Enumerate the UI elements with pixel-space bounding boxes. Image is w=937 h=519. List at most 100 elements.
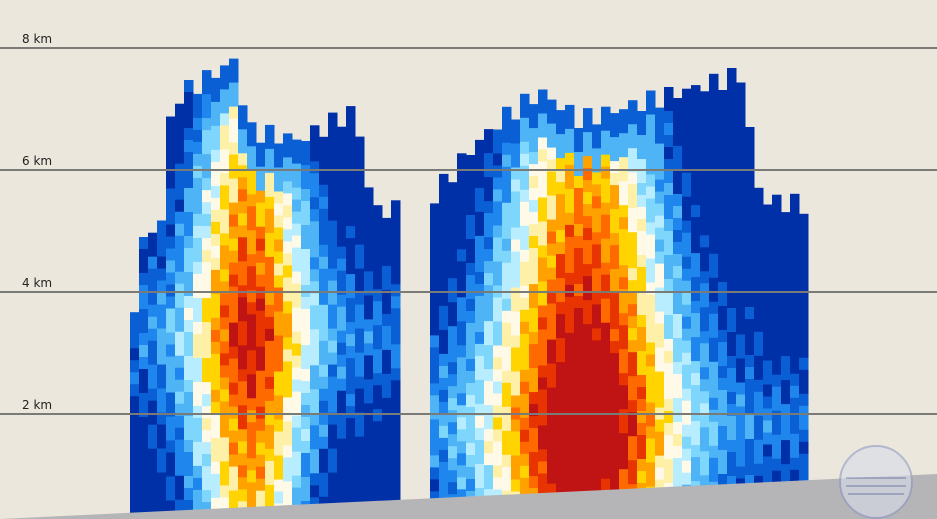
reflectivity-cell xyxy=(283,421,293,434)
reflectivity-cell xyxy=(265,449,275,462)
reflectivity-cell xyxy=(175,320,185,333)
reflectivity-cell xyxy=(466,299,476,312)
reflectivity-cell xyxy=(790,278,800,291)
reflectivity-cell xyxy=(148,269,158,282)
reflectivity-cell xyxy=(529,452,539,465)
reflectivity-cell xyxy=(475,200,485,213)
reflectivity-cell xyxy=(229,155,239,168)
reflectivity-cell xyxy=(709,326,719,339)
reflectivity-cell xyxy=(772,315,782,328)
reflectivity-cell xyxy=(328,401,338,414)
reflectivity-cell xyxy=(484,309,494,322)
reflectivity-cell xyxy=(310,461,320,474)
reflectivity-cell xyxy=(754,224,764,237)
reflectivity-cell xyxy=(139,465,149,478)
reflectivity-cell xyxy=(772,423,782,436)
reflectivity-cell xyxy=(301,393,311,406)
reflectivity-cell xyxy=(583,468,593,481)
reflectivity-cell xyxy=(130,468,140,481)
reflectivity-cell xyxy=(265,209,275,222)
reflectivity-cell xyxy=(301,429,311,442)
reflectivity-cell xyxy=(700,187,710,200)
reflectivity-cell xyxy=(511,360,521,373)
reflectivity-cell xyxy=(283,445,293,458)
reflectivity-cell xyxy=(700,451,710,464)
reflectivity-cell xyxy=(328,485,338,498)
reflectivity-cell xyxy=(229,419,239,432)
reflectivity-cell xyxy=(565,333,575,346)
reflectivity-cell xyxy=(310,353,320,366)
reflectivity-cell xyxy=(274,468,284,481)
reflectivity-cell xyxy=(310,425,320,438)
reflectivity-cell xyxy=(772,255,782,268)
reflectivity-cell xyxy=(745,319,755,332)
reflectivity-cell xyxy=(229,107,239,120)
reflectivity-cell xyxy=(646,151,656,164)
reflectivity-cell xyxy=(628,220,638,233)
reflectivity-cell xyxy=(493,358,503,371)
reflectivity-cell xyxy=(619,313,629,326)
reflectivity-cell xyxy=(238,225,248,238)
reflectivity-cell xyxy=(475,224,485,237)
reflectivity-cell xyxy=(538,294,548,307)
reflectivity-cell xyxy=(364,223,374,236)
reflectivity-cell xyxy=(781,428,791,441)
reflectivity-cell xyxy=(256,251,266,264)
reflectivity-cell xyxy=(682,209,692,222)
reflectivity-cell xyxy=(610,473,620,486)
reflectivity-cell xyxy=(511,204,521,217)
reflectivity-cell xyxy=(718,378,728,391)
reflectivity-cell xyxy=(430,347,440,360)
reflectivity-cell xyxy=(691,205,701,218)
reflectivity-cell xyxy=(547,148,557,161)
reflectivity-cell xyxy=(274,240,284,253)
reflectivity-cell xyxy=(265,437,275,450)
reflectivity-cell xyxy=(157,257,167,270)
reflectivity-cell xyxy=(736,383,746,396)
reflectivity-cell xyxy=(229,323,239,336)
reflectivity-cell xyxy=(529,248,539,261)
reflectivity-cell xyxy=(772,351,782,364)
reflectivity-cell xyxy=(439,486,449,499)
reflectivity-cell xyxy=(619,229,629,242)
reflectivity-cell xyxy=(574,224,584,237)
reflectivity-cell xyxy=(202,130,212,143)
reflectivity-cell xyxy=(511,276,521,289)
reflectivity-cell xyxy=(466,455,476,468)
reflectivity-cell xyxy=(337,163,347,176)
reflectivity-cell xyxy=(484,333,494,346)
reflectivity-cell xyxy=(193,106,203,119)
reflectivity-cell xyxy=(691,289,701,302)
reflectivity-cell xyxy=(382,350,392,363)
reflectivity-cell xyxy=(439,174,449,187)
reflectivity-cell xyxy=(256,143,266,156)
reflectivity-cell xyxy=(166,345,176,358)
reflectivity-cell xyxy=(547,136,557,149)
reflectivity-cell xyxy=(265,317,275,330)
reflectivity-cell xyxy=(157,221,167,234)
reflectivity-cell xyxy=(799,298,809,311)
reflectivity-cell xyxy=(754,356,764,369)
reflectivity-cell xyxy=(646,115,656,128)
reflectivity-cell xyxy=(148,485,158,498)
reflectivity-cell xyxy=(655,204,665,217)
reflectivity-cell xyxy=(790,350,800,363)
reflectivity-cell xyxy=(247,386,257,399)
reflectivity-cell xyxy=(301,333,311,346)
reflectivity-cell xyxy=(247,326,257,339)
reflectivity-cell xyxy=(502,455,512,468)
reflectivity-cell xyxy=(691,301,701,314)
reflectivity-cell xyxy=(763,337,773,350)
reflectivity-cell xyxy=(130,432,140,445)
reflectivity-cell xyxy=(745,223,755,236)
reflectivity-cell xyxy=(355,329,365,342)
reflectivity-cell xyxy=(709,266,719,279)
reflectivity-cell xyxy=(328,353,338,366)
reflectivity-cell xyxy=(301,357,311,370)
reflectivity-cell xyxy=(745,343,755,356)
reflectivity-cell xyxy=(718,366,728,379)
reflectivity-cell xyxy=(556,326,566,339)
reflectivity-cell xyxy=(700,175,710,188)
reflectivity-cell xyxy=(139,273,149,286)
reflectivity-cell xyxy=(511,456,521,469)
